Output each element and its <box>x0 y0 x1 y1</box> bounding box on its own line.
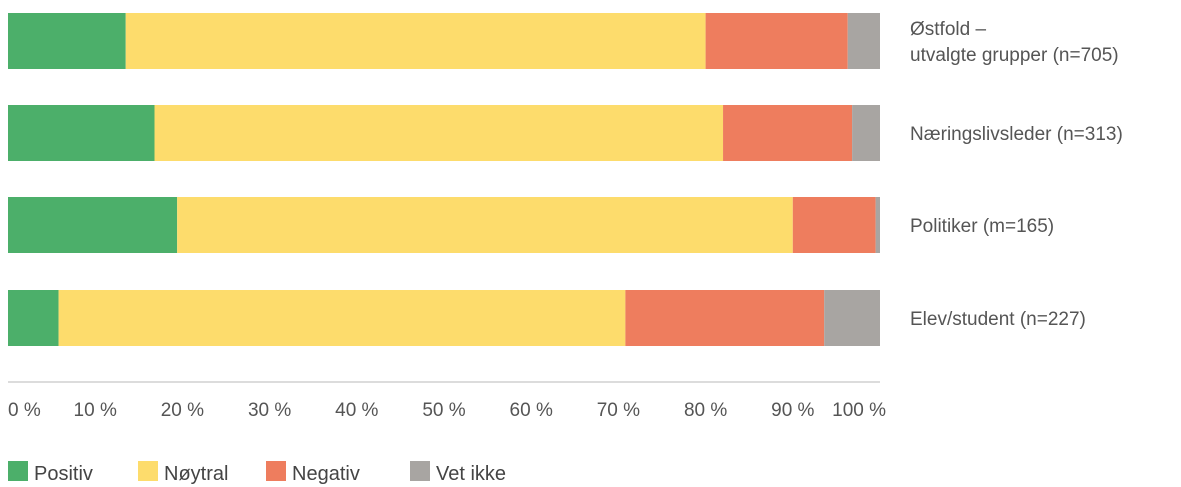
bar-segment-positiv-row-3 <box>8 197 178 253</box>
bar-segment-nøytral-row-1 <box>125 13 706 69</box>
x-tick-label-7: 70 % <box>597 400 640 421</box>
x-tick-label-10: 100 % <box>832 400 886 421</box>
bar-segment-vet-ikke-row-3 <box>875 197 880 253</box>
bar-segment-vet-ikke-row-1 <box>847 13 880 69</box>
x-tick-label-5: 50 % <box>422 400 465 421</box>
x-tick-label-3: 30 % <box>248 400 291 421</box>
bar-segment-negativ-row-2 <box>723 105 853 161</box>
x-tick-label-8: 80 % <box>684 400 727 421</box>
x-tick-label-6: 60 % <box>510 400 553 421</box>
bars-group <box>8 13 880 346</box>
legend-label-vet-ikke: Vet ikke <box>436 463 506 485</box>
bar-segment-positiv-row-1 <box>8 13 126 69</box>
legend-swatch-vet-ikke <box>410 461 430 481</box>
bar-segment-vet-ikke-row-2 <box>852 105 880 161</box>
legend-swatch-negativ <box>266 461 286 481</box>
category-label-row-3: Politiker (m=165) <box>910 216 1054 237</box>
legend-label-negativ: Negativ <box>292 463 360 485</box>
legend-swatch-positiv <box>8 461 28 481</box>
x-tick-label-9: 90 % <box>771 400 814 421</box>
legend-swatch-nøytral <box>138 461 158 481</box>
bar-segment-vet-ikke-row-4 <box>824 290 880 346</box>
bar-segment-negativ-row-3 <box>792 197 876 253</box>
bar-segment-nøytral-row-2 <box>154 105 724 161</box>
legend-label-nøytral: Nøytral <box>164 463 228 485</box>
category-label-row-1-line-1: Østfold – <box>910 19 986 40</box>
x-tick-label-1: 10 % <box>74 400 117 421</box>
legend-label-positiv: Positiv <box>34 463 93 485</box>
x-tick-label-4: 40 % <box>335 400 378 421</box>
x-tick-label-2: 20 % <box>161 400 204 421</box>
legend: Positiv Nøytral Negativ Vet ikke <box>8 461 506 485</box>
x-tick-label-0: 0 % <box>8 400 41 421</box>
category-label-row-2: Næringslivsleder (n=313) <box>910 124 1123 145</box>
x-tick-labels: 0 % 10 % 20 % 30 % 40 % 50 % 60 % 70 % 80 % 90 % 1… <box>8 400 886 421</box>
bar-segment-negativ-row-1 <box>705 13 848 69</box>
bar-segment-positiv-row-2 <box>8 105 155 161</box>
bar-segment-negativ-row-4 <box>625 290 825 346</box>
bar-segment-positiv-row-4 <box>8 290 59 346</box>
bar-segment-nøytral-row-3 <box>177 197 793 253</box>
category-label-row-1-line-2: utvalgte grupper (n=705) <box>910 45 1119 66</box>
category-labels: Østfold – utvalgte grupper (n=705) Nærings… <box>910 19 1123 330</box>
bar-segment-nøytral-row-4 <box>58 290 626 346</box>
category-label-row-4: Elev/student (n=227) <box>910 309 1086 330</box>
